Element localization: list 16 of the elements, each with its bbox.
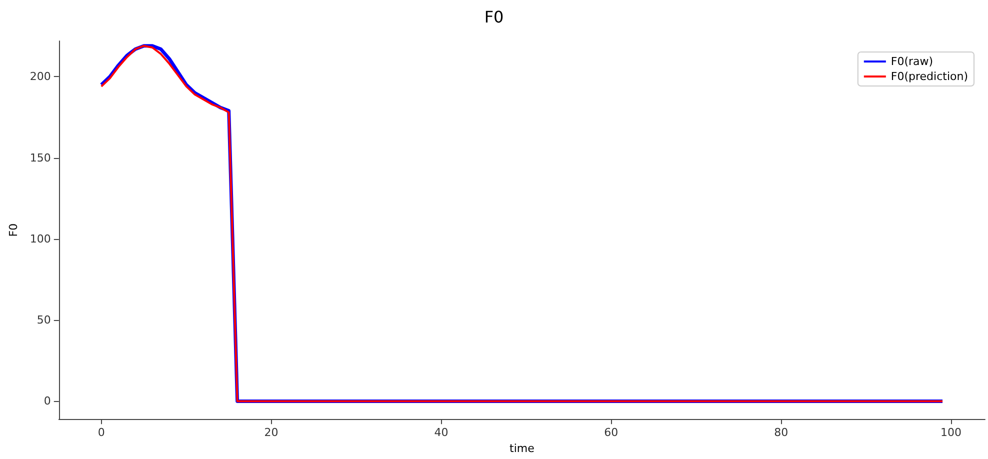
y-tick-label: 150 bbox=[30, 151, 51, 164]
y-tick-label: 100 bbox=[30, 232, 51, 246]
x-tick-label: 0 bbox=[98, 426, 105, 440]
y-tick-label: 200 bbox=[30, 70, 51, 84]
y-tick-label: 0 bbox=[44, 394, 51, 408]
chart-title: F0 bbox=[484, 8, 504, 26]
legend-label: F0(raw) bbox=[890, 55, 934, 68]
legend-label: F0(prediction) bbox=[890, 70, 968, 83]
x-tick-label: 40 bbox=[434, 426, 448, 440]
y-tick-label: 50 bbox=[36, 314, 51, 327]
x-axis-title: time bbox=[510, 442, 535, 455]
y-axis-title: F0 bbox=[7, 223, 20, 237]
x-tick-label: 80 bbox=[774, 426, 788, 440]
x-tick-label: 20 bbox=[264, 426, 278, 440]
x-tick-label: 60 bbox=[604, 426, 618, 440]
x-tick-label: 100 bbox=[940, 426, 962, 440]
